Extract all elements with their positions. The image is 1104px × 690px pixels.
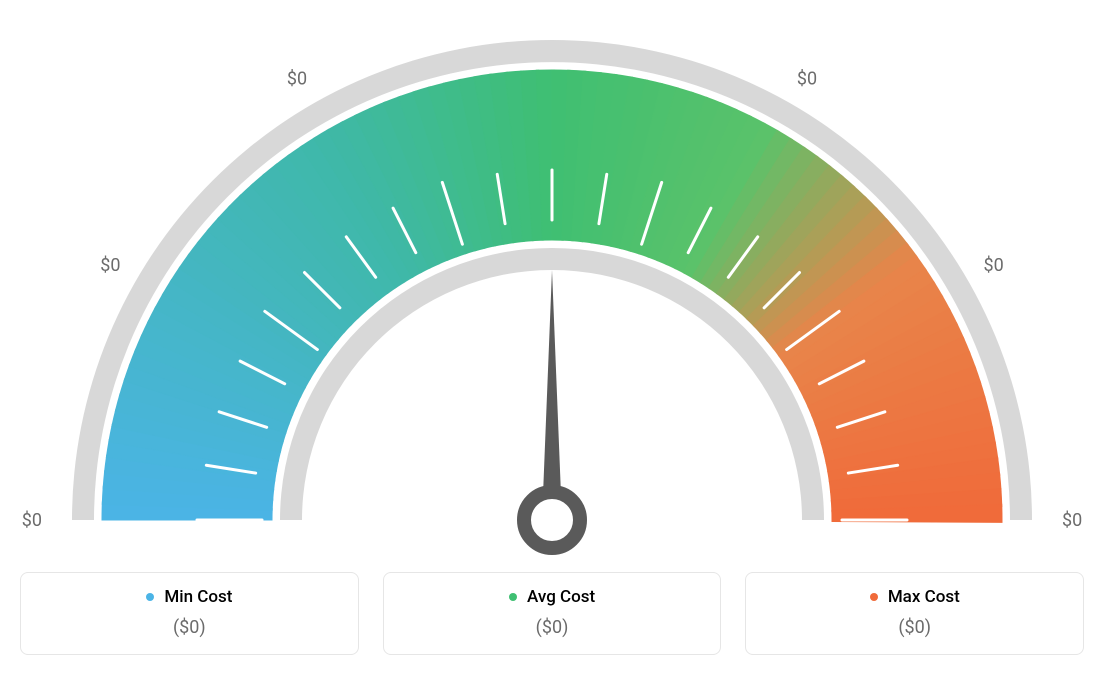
legend-card-min: Min Cost ($0) [20,572,359,655]
gauge-chart: $0 $0 $0 $0 $0 $0 $0 [20,20,1084,560]
legend-row: Min Cost ($0) Avg Cost ($0) Max Cost ($0… [20,572,1084,655]
legend-min-title: Min Cost [37,587,342,607]
svg-text:$0: $0 [797,68,817,89]
legend-min-dot [146,593,154,601]
svg-text:$0: $0 [287,68,307,89]
legend-avg-value: ($0) [400,617,705,638]
legend-max-dot [870,593,878,601]
gauge-svg: $0 $0 $0 $0 $0 $0 $0 [20,20,1084,560]
svg-text:$0: $0 [22,510,42,531]
legend-card-avg: Avg Cost ($0) [383,572,722,655]
legend-avg-dot [509,593,517,601]
legend-avg-label: Avg Cost [527,587,595,607]
legend-min-value: ($0) [37,617,342,638]
svg-text:$0: $0 [984,255,1004,276]
legend-max-title: Max Cost [762,587,1067,607]
svg-text:$0: $0 [100,255,120,276]
cost-gauge-widget: $0 $0 $0 $0 $0 $0 $0 Min Cost ($0) Avg Cost ($… [20,20,1084,655]
legend-max-label: Max Cost [888,587,960,607]
svg-text:$0: $0 [542,20,562,21]
legend-card-max: Max Cost ($0) [745,572,1084,655]
legend-max-value: ($0) [762,617,1067,638]
svg-text:$0: $0 [1062,510,1082,531]
legend-avg-title: Avg Cost [400,587,705,607]
legend-min-label: Min Cost [164,587,232,607]
